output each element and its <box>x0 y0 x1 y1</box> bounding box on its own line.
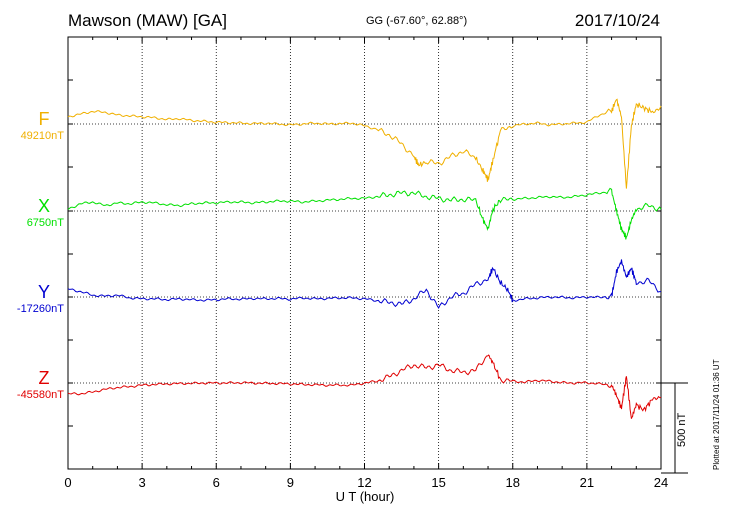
series-line-y <box>67 259 661 310</box>
component-label-f: F <box>38 109 50 129</box>
series-line-z <box>67 354 662 419</box>
baseline-label-f: 49210nT <box>20 130 64 142</box>
x-tick-label: 12 <box>357 475 371 490</box>
x-tick-label: 21 <box>580 475 594 490</box>
x-tick-label: 15 <box>431 475 445 490</box>
series-lines <box>67 98 662 419</box>
scale-bar-label: 500 nT <box>676 412 688 447</box>
component-label-x: X <box>37 196 50 216</box>
component-label-y: Y <box>37 282 50 302</box>
geographic-coords: GG (-67.60°, 62.88°) <box>366 15 468 27</box>
scale-bar <box>661 382 688 474</box>
date-label: 2017/10/24 <box>574 11 660 30</box>
x-tick-label: 9 <box>287 475 294 490</box>
station-title: Mawson (MAW) [GA] <box>68 11 227 30</box>
series-line-x <box>67 187 662 240</box>
x-tick-label: 0 <box>64 475 71 490</box>
x-tick-label: 3 <box>139 475 146 490</box>
baseline-label-x: 6750nT <box>26 217 64 229</box>
series-line-f <box>67 98 662 189</box>
component-label-z: Z <box>38 368 50 388</box>
x-axis-label: U T (hour) <box>335 489 395 504</box>
x-tick-label: 18 <box>506 475 520 490</box>
baseline-label-y: -17260nT <box>16 303 64 315</box>
axis-ticks: 0 3 6 9 12 15 18 21 24 <box>64 37 668 490</box>
plotted-timestamp: Plotted at 2017/11/24 01:36 UT <box>712 359 721 470</box>
x-tick-label: 6 <box>213 475 220 490</box>
grid-lines <box>141 37 588 469</box>
x-tick-label: 24 <box>654 475 668 490</box>
baseline-label-z: -45580nT <box>16 389 64 401</box>
